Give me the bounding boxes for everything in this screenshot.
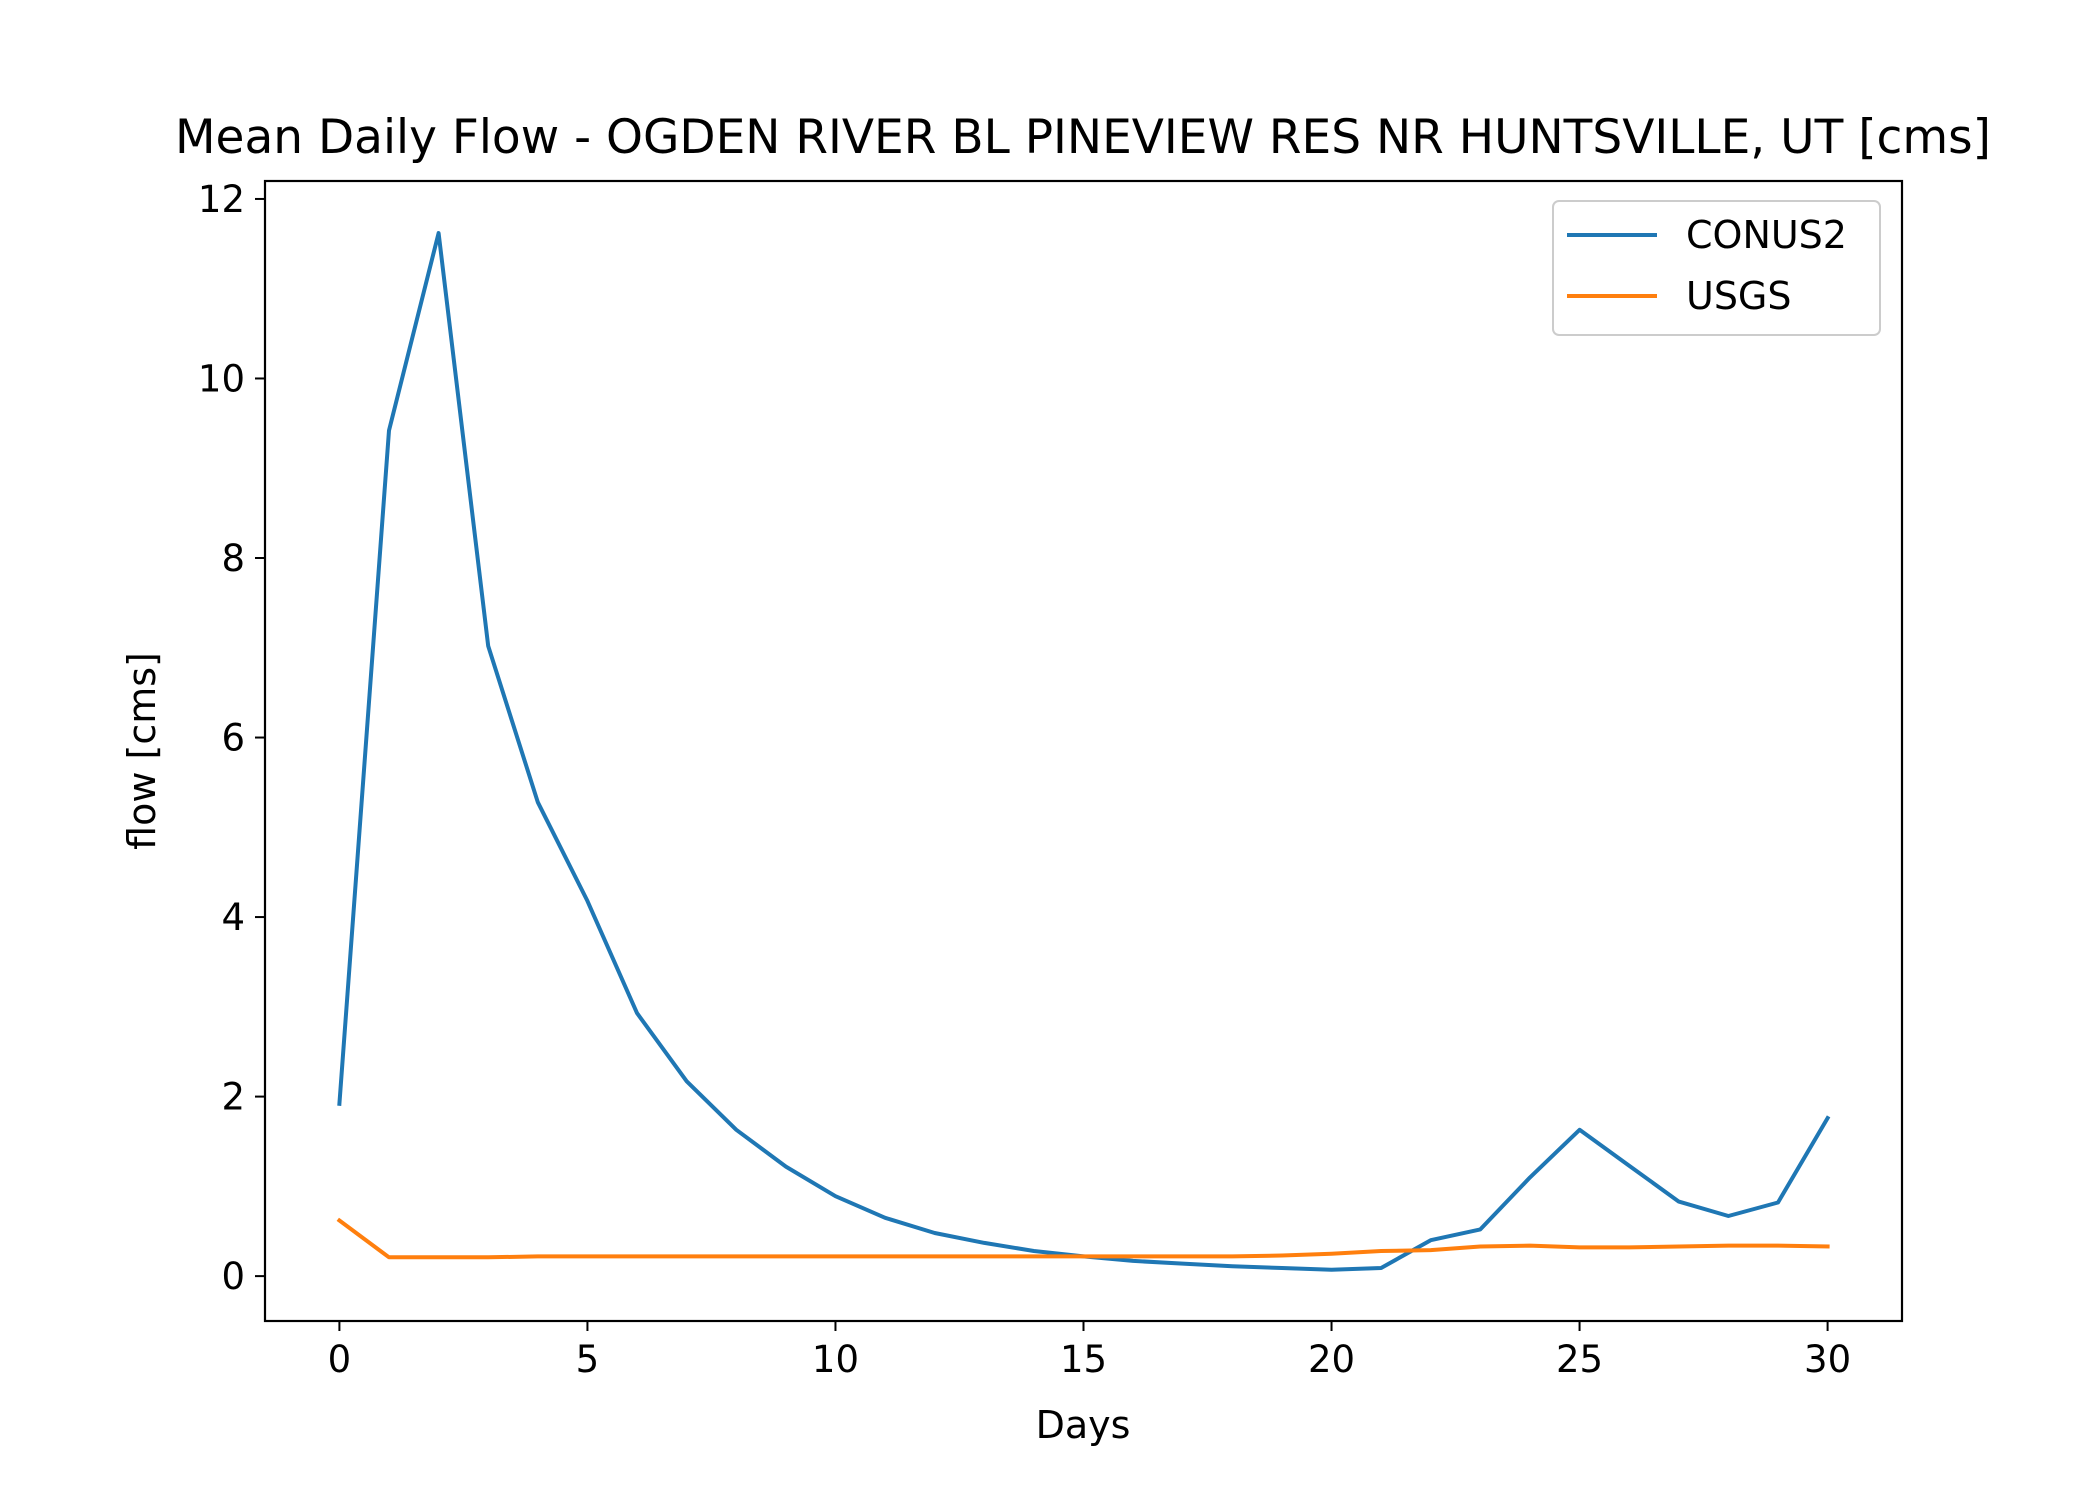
x-tick-label: 0 (328, 1338, 352, 1381)
chart-title: Mean Daily Flow - OGDEN RIVER BL PINEVIE… (175, 110, 1991, 165)
series-line-conus2 (337, 231, 1831, 1272)
x-tick-label: 25 (1556, 1338, 1603, 1381)
x-axis-label: Days (1036, 1403, 1131, 1447)
y-axis-label: flow [cms] (120, 652, 164, 850)
x-tick-label: 20 (1308, 1338, 1355, 1381)
plot-area (336, 231, 1831, 1272)
y-tick-label: 8 (221, 537, 245, 580)
axes-frame (263, 179, 1904, 1323)
y-tick-label: 0 (221, 1255, 245, 1298)
series-line-usgs (336, 1217, 1830, 1260)
legend-label-usgs: USGS (1686, 274, 1792, 318)
x-tick-label: 10 (812, 1338, 859, 1381)
x-tick-label: 5 (576, 1338, 600, 1381)
y-tick-label: 2 (221, 1076, 245, 1119)
y-tick-label: 6 (221, 717, 245, 760)
legend-label-conus2: CONUS2 (1686, 213, 1847, 257)
legend: CONUS2 USGS (1552, 200, 1881, 336)
y-tick-label: 12 (198, 178, 245, 221)
y-tick-label: 4 (221, 896, 245, 939)
x-axis: 0 5 10 15 20 25 30 (328, 1321, 1851, 1381)
x-tick-label: 15 (1060, 1338, 1107, 1381)
y-axis: 0 2 4 6 8 10 12 (198, 178, 265, 1298)
x-tick-label: 30 (1804, 1338, 1851, 1381)
y-tick-label: 10 (198, 357, 245, 400)
